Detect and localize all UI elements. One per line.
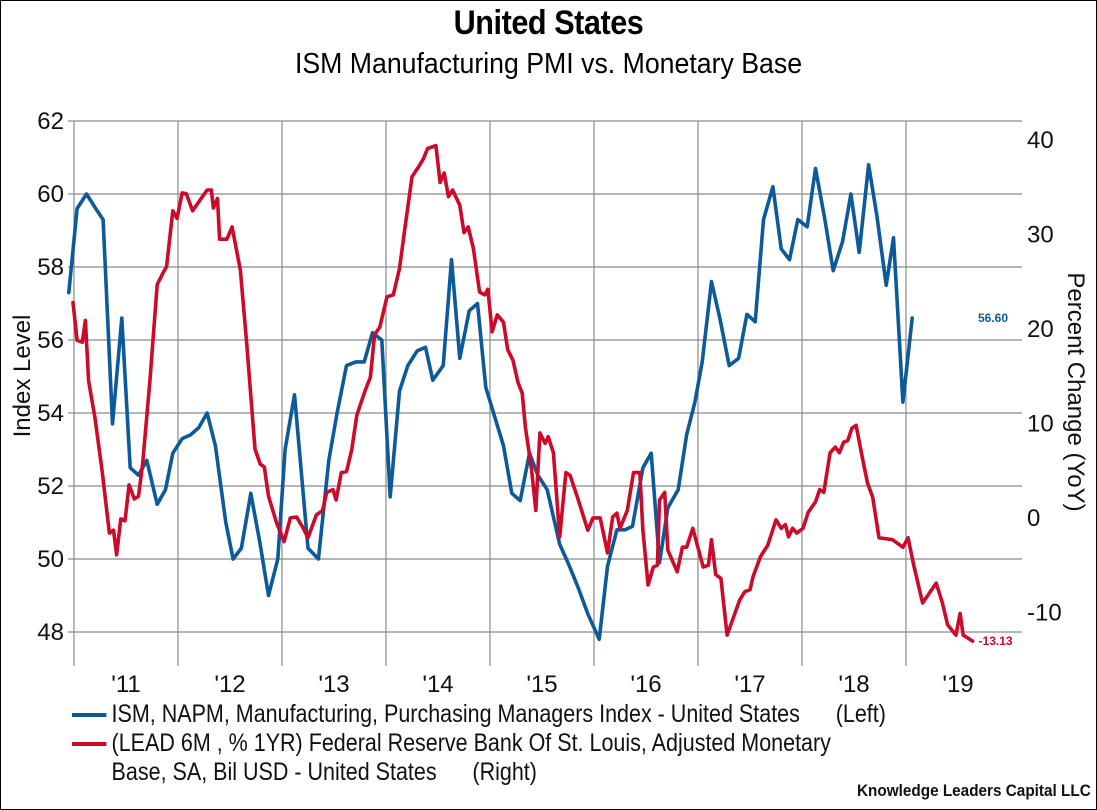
right-tick-label: 20 xyxy=(1027,316,1054,343)
end-label-ism: 56.60 xyxy=(978,311,1008,325)
credit-label: Knowledge Leaders Capital LLC xyxy=(857,781,1091,800)
right-tick-label: 10 xyxy=(1027,411,1054,438)
left-axis-title: Index Level xyxy=(9,315,36,438)
x-tick-label: '12 xyxy=(214,671,245,698)
x-tick-label: '14 xyxy=(422,671,453,698)
x-tick-label: '13 xyxy=(318,671,349,698)
right-tick-label: 0 xyxy=(1027,505,1040,532)
left-tick-label: 48 xyxy=(37,619,64,646)
x-tick-label: '15 xyxy=(526,671,557,698)
right-tick-label: 40 xyxy=(1027,127,1054,154)
legend: ISM, NAPM, Manufacturing, Purchasing Man… xyxy=(72,700,1018,787)
right-axis-ticks: -10 0 10 20 30 40 xyxy=(1027,127,1062,627)
right-tick-label: -10 xyxy=(1027,600,1062,627)
chart-title: United States xyxy=(453,4,644,42)
left-tick-label: 56 xyxy=(37,327,64,354)
series-line-ism xyxy=(67,163,914,642)
series-line-monetary-base xyxy=(71,143,975,643)
legend-swatch-ism xyxy=(72,713,107,717)
left-tick-label: 50 xyxy=(37,546,64,573)
end-labels: 56.60 -13.13 xyxy=(978,311,1013,648)
x-axis-ticks: '11 '12 '13 '14 '15 '16 '17 '18 '19 xyxy=(111,671,973,698)
right-axis-title: Percent Change (YoY) xyxy=(1062,272,1089,511)
end-label-monetary-base: -13.13 xyxy=(979,634,1013,648)
left-tick-label: 54 xyxy=(37,400,64,427)
legend-item-ism: ISM, NAPM, Manufacturing, Purchasing Man… xyxy=(72,700,1018,729)
chart-subtitle: ISM Manufacturing PMI vs. Monetary Base xyxy=(294,48,803,80)
legend-swatch-monetary-base xyxy=(72,742,107,746)
left-tick-label: 62 xyxy=(37,108,64,135)
x-tick-label: '11 xyxy=(111,671,141,698)
left-axis-ticks: 48 50 52 54 56 58 60 62 xyxy=(37,108,64,646)
legend-label-monetary-base-cont: Base, SA, Bil USD - United States (Right… xyxy=(111,758,537,786)
series-lines xyxy=(67,143,975,643)
left-tick-label: 60 xyxy=(37,181,64,208)
x-tick-label: '16 xyxy=(630,671,661,698)
left-tick-label: 52 xyxy=(37,473,64,500)
x-tick-label: '18 xyxy=(838,671,869,698)
legend-item-monetary-base: (LEAD 6M , % 1YR) Federal Reserve Bank O… xyxy=(72,729,1018,758)
left-tick-label: 58 xyxy=(37,254,64,281)
legend-label-ism: ISM, NAPM, Manufacturing, Purchasing Man… xyxy=(111,700,886,728)
x-tick-label: '19 xyxy=(942,671,973,698)
right-tick-label: 30 xyxy=(1027,222,1054,249)
legend-label-monetary-base: (LEAD 6M , % 1YR) Federal Reserve Bank O… xyxy=(111,729,831,757)
x-tick-label: '17 xyxy=(734,671,765,698)
